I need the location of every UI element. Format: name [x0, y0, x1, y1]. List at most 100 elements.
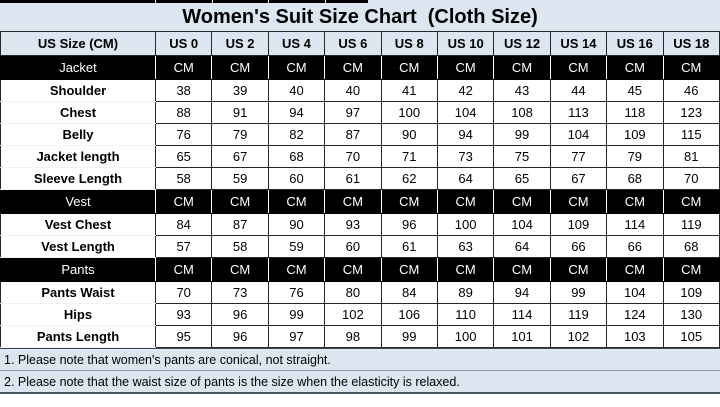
table-row: Vest Length 57 58 59 60 61 63 64 66 66 68	[0, 235, 720, 258]
value-cell: 113	[549, 101, 608, 124]
value-cell: 58	[211, 235, 269, 258]
value-cell: 70	[154, 281, 213, 304]
table-row: Pants Length 95 96 97 98 99 100 101 102 103 105	[0, 325, 720, 348]
unit-cell: CM	[493, 189, 551, 214]
unit-cell: CM	[380, 55, 438, 80]
column-header: US 10	[436, 31, 495, 56]
unit-cell: CM	[211, 55, 269, 80]
value-cell: 114	[493, 303, 551, 326]
section-label: Vest	[0, 189, 156, 214]
value-cell: 39	[211, 79, 269, 102]
column-header: US 8	[380, 31, 438, 56]
value-cell: 130	[662, 303, 720, 326]
value-cell: 93	[154, 303, 213, 326]
table-row: Belly 76 79 82 87 90 94 99 104 109 115	[0, 123, 720, 146]
value-cell: 100	[436, 213, 495, 236]
value-cell: 90	[267, 213, 326, 236]
column-header: US 4	[267, 31, 326, 56]
value-cell: 44	[549, 79, 608, 102]
page-title: Women's Suit Size Chart (Cloth Size)	[0, 3, 720, 31]
value-cell: 104	[606, 281, 664, 304]
column-header: US 2	[211, 31, 269, 56]
section-row: Vest CM CM CM CM CM CM CM CM CM CM	[0, 189, 720, 214]
section-row: Pants CM CM CM CM CM CM CM CM CM CM	[0, 257, 720, 282]
value-cell: 38	[154, 79, 213, 102]
corner-header: US Size (CM)	[0, 31, 156, 56]
value-cell: 60	[267, 167, 326, 190]
value-cell: 96	[211, 325, 269, 348]
value-cell: 101	[493, 325, 551, 348]
table-row: Pants Waist 70 73 76 80 84 89 94 99 104 109	[0, 281, 720, 304]
unit-cell: CM	[324, 55, 382, 80]
table-row: Shoulder 38 39 40 40 41 42 43 44 45 46	[0, 79, 720, 102]
table-row: Chest 88 91 94 97 100 104 108 113 118 123	[0, 101, 720, 124]
value-cell: 76	[267, 281, 326, 304]
unit-cell: CM	[211, 189, 269, 214]
value-cell: 45	[606, 79, 664, 102]
value-cell: 77	[549, 145, 608, 168]
column-header: US 12	[493, 31, 551, 56]
value-cell: 87	[211, 213, 269, 236]
cropped-black-row-sliver	[0, 0, 720, 3]
value-cell: 42	[436, 79, 495, 102]
value-cell: 59	[211, 167, 269, 190]
value-cell: 76	[154, 123, 213, 146]
value-cell: 100	[380, 101, 438, 124]
column-header: US 0	[154, 31, 213, 56]
value-cell: 104	[549, 123, 608, 146]
unit-cell: CM	[662, 189, 720, 214]
value-cell: 115	[662, 123, 720, 146]
unit-cell: CM	[606, 257, 664, 282]
value-cell: 79	[606, 145, 664, 168]
value-cell: 70	[662, 167, 720, 190]
row-label: Sleeve Length	[0, 167, 156, 190]
value-cell: 98	[324, 325, 382, 348]
value-cell: 60	[324, 235, 382, 258]
value-cell: 81	[662, 145, 720, 168]
value-cell: 65	[154, 145, 213, 168]
value-cell: 43	[493, 79, 551, 102]
footnotes: 1. Please note that women's pants are co…	[0, 348, 720, 394]
unit-cell: CM	[549, 189, 608, 214]
unit-cell: CM	[267, 189, 326, 214]
section-row: Jacket CM CM CM CM CM CM CM CM CM CM	[0, 55, 720, 80]
table-body: Jacket CM CM CM CM CM CM CM CM CM CM Shoulder 38 39 40…	[0, 55, 720, 348]
unit-cell: CM	[154, 257, 213, 282]
value-cell: 58	[154, 167, 213, 190]
value-cell: 118	[606, 101, 664, 124]
column-header: US 6	[324, 31, 382, 56]
value-cell: 46	[662, 79, 720, 102]
value-cell: 104	[493, 213, 551, 236]
table-row: Vest Chest 84 87 90 93 96 100 104 109 114 119	[0, 213, 720, 236]
value-cell: 84	[380, 281, 438, 304]
value-cell: 94	[436, 123, 495, 146]
value-cell: 106	[380, 303, 438, 326]
unit-cell: CM	[606, 55, 664, 80]
value-cell: 99	[493, 123, 551, 146]
unit-cell: CM	[324, 257, 382, 282]
unit-cell: CM	[380, 257, 438, 282]
value-cell: 99	[267, 303, 326, 326]
value-cell: 97	[324, 101, 382, 124]
value-cell: 73	[436, 145, 495, 168]
value-cell: 70	[324, 145, 382, 168]
value-cell: 88	[154, 101, 213, 124]
row-label: Vest Chest	[0, 213, 156, 236]
value-cell: 79	[211, 123, 269, 146]
value-cell: 96	[380, 213, 438, 236]
value-cell: 68	[606, 167, 664, 190]
value-cell: 71	[380, 145, 438, 168]
value-cell: 123	[662, 101, 720, 124]
value-cell: 40	[267, 79, 326, 102]
value-cell: 90	[380, 123, 438, 146]
value-cell: 57	[154, 235, 213, 258]
unit-cell: CM	[154, 55, 213, 80]
value-cell: 99	[380, 325, 438, 348]
value-cell: 97	[267, 325, 326, 348]
unit-cell: CM	[493, 55, 551, 80]
value-cell: 108	[493, 101, 551, 124]
value-cell: 89	[436, 281, 495, 304]
value-cell: 119	[662, 213, 720, 236]
section-label: Jacket	[0, 55, 156, 80]
unit-cell: CM	[662, 55, 720, 80]
